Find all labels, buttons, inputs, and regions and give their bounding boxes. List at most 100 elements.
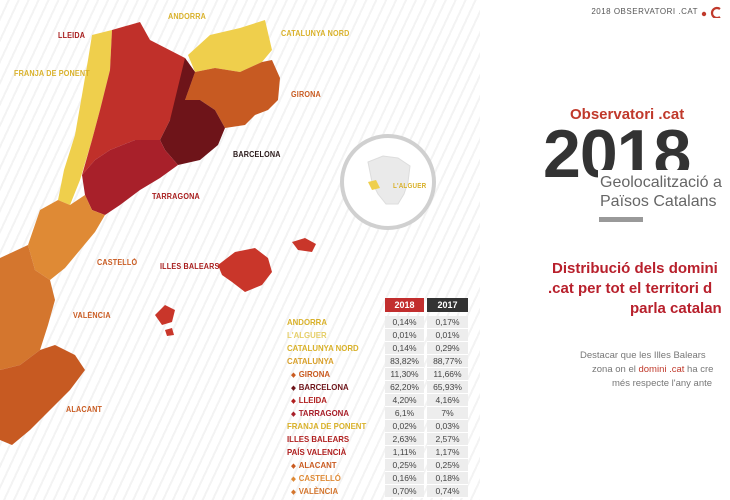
distribution-heading-line-1: Distribució dels domini [552, 260, 718, 277]
map-region-mallorca [218, 248, 272, 292]
table-row-label: PAÍS VALENCIÀ [287, 447, 347, 457]
map-region-menorca [292, 238, 316, 252]
table-row-label: FRANJA DE PONENT [287, 421, 367, 431]
table-cell-2017: 0,01% [427, 329, 468, 342]
table-row: FRANJA DE PONENT 0,02% 0,03% [287, 420, 469, 433]
map-region-barcelona [160, 58, 225, 165]
subtitle-backdrop [598, 170, 730, 215]
table-row-label: TARRAGONA [298, 408, 349, 418]
table-row-label: ANDORRA [287, 317, 327, 327]
table-row-name: ANDORRA [287, 316, 327, 329]
label-illes-balears: ILLES BALEARS [160, 262, 220, 271]
table-row-name: CATALUNYA NORD [287, 342, 359, 355]
map-region-formentera [165, 328, 174, 336]
description-line-3: més respecte l'any ante [612, 378, 713, 389]
subtitle-divider [599, 217, 643, 222]
table-row: ◆ VALÈNCIA 0,70% 0,74% [287, 485, 469, 498]
table-row: ILLES BALEARS 2,63% 2,57% [287, 433, 469, 446]
table-cell-2018: 62,20% [385, 381, 424, 394]
table-row-label: LLEIDA [298, 395, 327, 405]
description-line-2: zona on el domini .cat ha cre [592, 364, 713, 375]
table-cell-2018: 0,01% [385, 329, 424, 342]
table-cell-2017: 1,17% [427, 446, 468, 459]
map-region-girona [185, 60, 280, 128]
distribution-heading-line-3: parla catalan [630, 300, 722, 317]
table-cell-2018: 0,25% [385, 459, 424, 472]
table-cell-2018: 6,1% [385, 407, 424, 420]
table-row-name: ◆ CASTELLÓ [291, 472, 341, 486]
map-region-valencia [0, 245, 55, 370]
description-highlight: domini .cat [638, 364, 685, 375]
map-panel: ANDORRA LLEIDA CATALUNYA NORD FRANJA DE … [0, 0, 480, 500]
map-region-castello [28, 195, 105, 280]
bullet-icon: ◆ [291, 476, 296, 483]
table-cell-2017: 0,74% [427, 485, 468, 498]
map-region-eivissa [155, 305, 175, 325]
distribution-heading-line-2: .cat per tot el territori d [548, 280, 713, 297]
label-franja: FRANJA DE PONENT [14, 69, 90, 78]
table-cell-2018: 83,82% [385, 355, 424, 368]
map-region-alacant [0, 345, 85, 445]
bullet-icon: ◆ [291, 463, 296, 470]
table-row: ◆ BARCELONA 62,20% 65,93% [287, 381, 469, 394]
table-cell-2017: 11,66% [427, 368, 468, 381]
table-cell-2018: 4,20% [385, 394, 424, 407]
alguer-inset-map [340, 134, 436, 230]
table-row: ◆ ALACANT 0,25% 0,25% [287, 459, 469, 472]
table-row-name: ◆ ALACANT [291, 459, 337, 473]
table-header-2018: 2018 [385, 298, 424, 312]
table-cell-2017: 0,25% [427, 459, 468, 472]
table-row: ◆ CASTELLÓ 0,16% 0,18% [287, 472, 469, 485]
bullet-icon: ◆ [291, 398, 296, 405]
label-girona: GIRONA [291, 90, 321, 99]
table-cell-2017: 2,57% [427, 433, 468, 446]
table-row-label: CASTELLÓ [298, 473, 341, 483]
table-row: ◆ GIRONA 11,30% 11,66% [287, 368, 469, 381]
table-row-label: L'ALGUER [287, 330, 327, 340]
table-row: ◆ TARRAGONA 6,1% 7% [287, 407, 469, 420]
description-line-2-end: ha cre [684, 364, 714, 375]
table-row: L'ALGUER 0,01% 0,01% [287, 329, 469, 342]
table-cell-2018: 1,11% [385, 446, 424, 459]
label-alacant: ALACANT [66, 405, 103, 414]
header-title: 2018 OBSERVATORI .CAT [591, 7, 698, 16]
table-row-name: ◆ GIRONA [291, 368, 330, 382]
description-line-2-start: zona on el [592, 364, 639, 375]
table-cell-2018: 0,02% [385, 420, 424, 433]
table-row-label: ALACANT [298, 460, 337, 470]
table-cell-2018: 0,16% [385, 472, 424, 485]
bullet-icon: ◆ [291, 411, 296, 418]
table-row-name: FRANJA DE PONENT [287, 420, 366, 433]
table-row-label: GIRONA [298, 369, 330, 379]
table-row-name: ILLES BALEARS [287, 433, 349, 446]
bullet-icon: ◆ [291, 372, 296, 379]
table-row: CATALUNYA NORD 0,14% 0,29% [287, 342, 469, 355]
bullet-icon: ◆ [291, 385, 296, 392]
label-castello: CASTELLÓ [97, 258, 138, 267]
table-cell-2017: 7% [427, 407, 468, 420]
table-row-label: BARCELONA [298, 382, 349, 392]
table-row-name: PAÍS VALENCIÀ [287, 446, 346, 459]
table-row: CATALUNYA 83,82% 88,77% [287, 355, 469, 368]
table-cell-2017: 4,16% [427, 394, 468, 407]
brand-title: Observatori .cat [570, 106, 685, 123]
subtitle-line-2: Països Catalans [600, 193, 717, 210]
table-cell-2017: 0,29% [427, 342, 468, 355]
table-row-name: ◆ TARRAGONA [291, 407, 349, 421]
table-cell-2018: 0,70% [385, 485, 424, 498]
map-region-franja [58, 30, 112, 205]
label-alguer: L'ALGUER [393, 183, 427, 190]
table-cell-2017: 0,03% [427, 420, 468, 433]
table-row-name: ◆ LLEIDA [291, 394, 327, 408]
label-catalunya-nord: CATALUNYA NORD [281, 29, 350, 38]
table-row: PAÍS VALENCIÀ 1,11% 1,17% [287, 446, 469, 459]
table-row-name: ◆ BARCELONA [291, 381, 349, 395]
territory-map [0, 20, 316, 445]
label-tarragona: TARRAGONA [152, 192, 200, 201]
label-barcelona: BARCELONA [233, 150, 281, 159]
table-cell-2017: 65,93% [427, 381, 468, 394]
table-row-name: CATALUNYA [287, 355, 334, 368]
table-cell-2017: 0,18% [427, 472, 468, 485]
table-cell-2018: 0,14% [385, 342, 424, 355]
map-region-lleida [82, 22, 195, 175]
